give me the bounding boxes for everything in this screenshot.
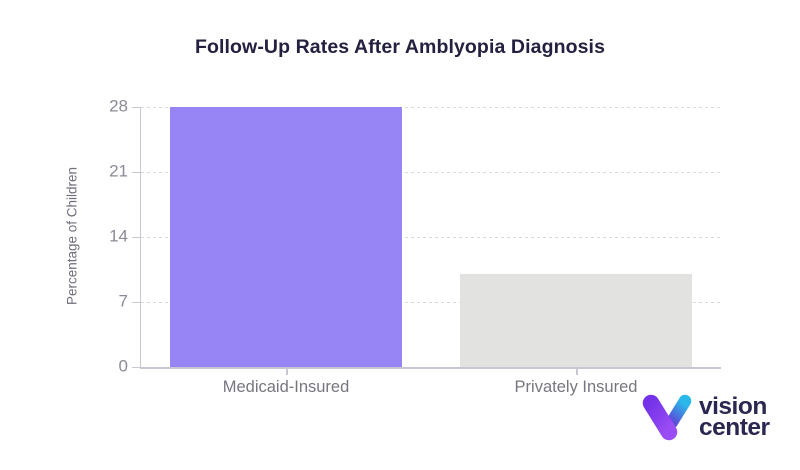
- x-tick-label-1: Medicaid-Insured: [222, 378, 350, 396]
- gridline-y-7: [141, 302, 721, 303]
- brand-wordmark: vision center: [699, 393, 770, 441]
- bar-medicaid-insured: [170, 107, 402, 367]
- y-tick-label-0: 0: [118, 356, 128, 376]
- y-tick-label-7: 7: [118, 291, 128, 311]
- chart-title: Follow-Up Rates After Amblyopia Diagnosi…: [194, 36, 606, 58]
- x-tick-mark-2: [576, 367, 578, 375]
- brand-logo[interactable]: vision center: [641, 391, 770, 443]
- gridline-y-14: [141, 237, 721, 238]
- bar-privately-insured: [460, 274, 692, 367]
- gridline-y-28: [141, 107, 721, 108]
- y-tick-label-14: 14: [109, 226, 128, 246]
- y-axis-title: Percentage of Children: [64, 166, 80, 306]
- brand-line1: vision: [699, 393, 767, 420]
- x-tick-label-2: Privately Insured: [514, 378, 638, 396]
- y-tick-label-28: 28: [109, 96, 128, 116]
- gridline-y-21: [141, 172, 721, 173]
- brand-line2: center: [699, 413, 770, 441]
- y-tick-label-21: 21: [109, 161, 128, 181]
- y-tick-mark-7: [132, 301, 141, 303]
- y-tick-mark-28: [132, 106, 141, 108]
- y-tick-mark-21: [132, 171, 141, 173]
- y-tick-mark-0: [132, 366, 141, 368]
- vision-center-v-icon: [642, 394, 692, 441]
- plot-area: 0 7 14 21 28 Medicaid-Insured Privately Insure…: [109, 97, 721, 396]
- x-tick-mark-1: [286, 367, 288, 375]
- y-tick-mark-14: [132, 236, 141, 238]
